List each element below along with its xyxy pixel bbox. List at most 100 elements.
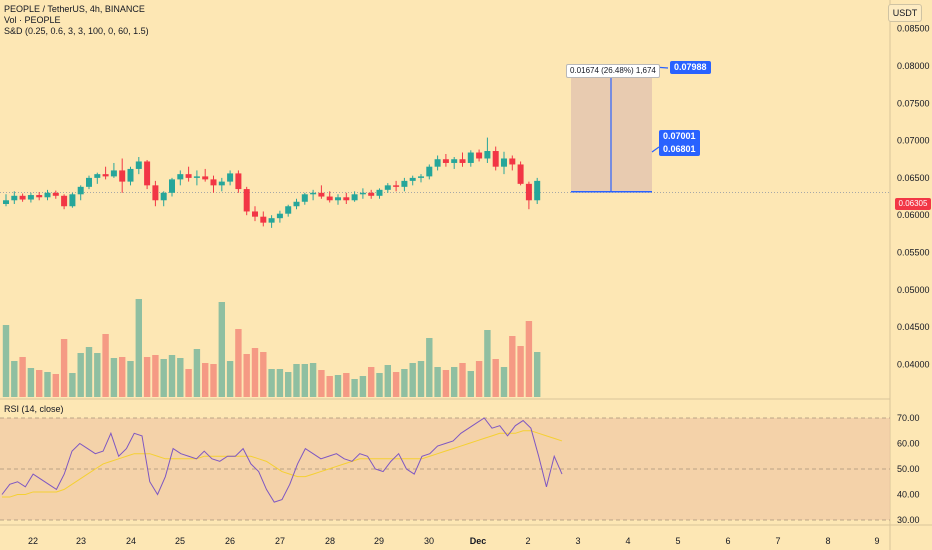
candle-body[interactable] bbox=[36, 195, 43, 198]
candle-body[interactable] bbox=[343, 197, 350, 201]
price-axis-label: 0.07000 bbox=[897, 136, 930, 146]
symbol-title[interactable]: PEOPLE / TetherUS, 4h, BINANCE bbox=[4, 4, 145, 14]
rsi-axis-label: 70.00 bbox=[897, 413, 920, 423]
candle-body[interactable] bbox=[169, 179, 175, 193]
candle-body[interactable] bbox=[409, 177, 416, 181]
zone-bottom-tag: 0.06801 bbox=[659, 143, 700, 156]
candle-body[interactable] bbox=[160, 192, 167, 201]
volume-bar bbox=[534, 352, 541, 397]
candle-body[interactable] bbox=[243, 189, 250, 212]
candle-body[interactable] bbox=[401, 180, 408, 187]
candle-body[interactable] bbox=[276, 213, 283, 219]
candle-body[interactable] bbox=[351, 194, 358, 201]
volume-bar bbox=[442, 370, 450, 397]
candle-body[interactable] bbox=[61, 195, 68, 207]
volume-bar bbox=[110, 358, 118, 397]
candle-body[interactable] bbox=[11, 195, 18, 201]
volume-bar bbox=[409, 363, 416, 397]
candle-body[interactable] bbox=[418, 176, 424, 178]
volume-bar bbox=[36, 370, 43, 397]
volume-legend[interactable]: Vol · PEOPLE bbox=[4, 15, 61, 25]
time-axis-label: 27 bbox=[275, 536, 285, 546]
price-axis-label: 0.08000 bbox=[897, 61, 930, 71]
candle-body[interactable] bbox=[451, 159, 458, 163]
candle-body[interactable] bbox=[301, 194, 308, 202]
indicator-legend[interactable]: S&D (0.25, 0.6, 3, 3, 100, 0, 60, 1.5) bbox=[4, 26, 149, 36]
volume-bar bbox=[467, 371, 474, 397]
volume-bar bbox=[459, 363, 466, 397]
candle-body[interactable] bbox=[318, 192, 325, 197]
candle-body[interactable] bbox=[517, 164, 524, 184]
candle-body[interactable] bbox=[193, 176, 200, 178]
rsi-axis-label: 40.00 bbox=[897, 490, 920, 500]
volume-bar bbox=[152, 355, 159, 397]
candle-body[interactable] bbox=[492, 151, 499, 167]
volume-bar bbox=[94, 353, 101, 397]
candle-body[interactable] bbox=[119, 170, 126, 182]
candle-body[interactable] bbox=[77, 186, 84, 195]
candle-body[interactable] bbox=[534, 180, 541, 201]
candle-body[interactable] bbox=[52, 192, 59, 196]
volume-bar bbox=[301, 364, 308, 397]
time-axis-label: 25 bbox=[175, 536, 185, 546]
candle-body[interactable] bbox=[335, 197, 341, 201]
candle-body[interactable] bbox=[218, 181, 225, 186]
candle-body[interactable] bbox=[135, 161, 142, 169]
volume-bar bbox=[484, 330, 491, 397]
candle-body[interactable] bbox=[459, 159, 466, 163]
candle-body[interactable] bbox=[442, 159, 449, 163]
candle-body[interactable] bbox=[3, 200, 9, 204]
candle-body[interactable] bbox=[285, 206, 292, 214]
candle-body[interactable] bbox=[326, 196, 333, 201]
candle-body[interactable] bbox=[152, 185, 159, 201]
volume-bar bbox=[368, 367, 375, 397]
volume-bar bbox=[376, 373, 383, 397]
candle-body[interactable] bbox=[210, 179, 217, 186]
candle-body[interactable] bbox=[384, 185, 391, 190]
volume-bar bbox=[251, 348, 259, 397]
volume-bar bbox=[475, 361, 483, 397]
candle-body[interactable] bbox=[202, 176, 209, 180]
candle-body[interactable] bbox=[368, 192, 375, 196]
candle-body[interactable] bbox=[359, 192, 366, 195]
candle-body[interactable] bbox=[260, 216, 267, 223]
candle-body[interactable] bbox=[501, 158, 507, 167]
candle-body[interactable] bbox=[185, 174, 192, 178]
candle-body[interactable] bbox=[484, 151, 491, 159]
candle-body[interactable] bbox=[44, 192, 51, 198]
candle-body[interactable] bbox=[310, 192, 317, 195]
price-axis-label: 0.05500 bbox=[897, 248, 930, 258]
candle-body[interactable] bbox=[509, 158, 516, 165]
candle-body[interactable] bbox=[376, 189, 383, 196]
price-axis-label: 0.05000 bbox=[897, 285, 930, 295]
candle-body[interactable] bbox=[268, 218, 275, 223]
volume-bar bbox=[509, 336, 516, 397]
rsi-legend[interactable]: RSI (14, close) bbox=[4, 404, 64, 414]
candle-body[interactable] bbox=[27, 195, 34, 200]
candle-body[interactable] bbox=[426, 166, 433, 177]
rsi-line[interactable] bbox=[1, 417, 563, 503]
candle-body[interactable] bbox=[102, 174, 109, 177]
candle-body[interactable] bbox=[86, 177, 92, 187]
candle-body[interactable] bbox=[19, 195, 26, 200]
candle-body[interactable] bbox=[476, 152, 483, 159]
candle-body[interactable] bbox=[467, 152, 474, 163]
currency-button[interactable]: USDT bbox=[888, 4, 922, 22]
candle-body[interactable] bbox=[235, 173, 242, 190]
candle-body[interactable] bbox=[177, 174, 184, 180]
candle-body[interactable] bbox=[227, 173, 234, 182]
candle-body[interactable] bbox=[393, 185, 400, 187]
candle-body[interactable] bbox=[94, 174, 101, 178]
candle-body[interactable] bbox=[110, 170, 117, 177]
volume-bar bbox=[451, 367, 458, 397]
candle-body[interactable] bbox=[144, 161, 151, 186]
candle-body[interactable] bbox=[69, 194, 76, 207]
candle-body[interactable] bbox=[127, 168, 134, 182]
candle-body[interactable] bbox=[293, 201, 300, 207]
volume-bar bbox=[492, 359, 499, 397]
candle-body[interactable] bbox=[252, 211, 258, 217]
candle-body[interactable] bbox=[525, 183, 532, 201]
volume-bar bbox=[127, 361, 134, 397]
candle-body[interactable] bbox=[434, 159, 441, 167]
